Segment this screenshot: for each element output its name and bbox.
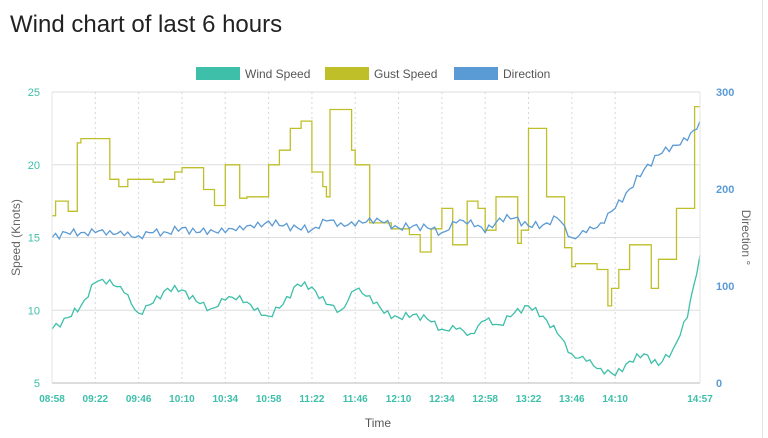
y-tick-label-left: 25 xyxy=(28,87,40,99)
y-axis-title-right: Direction ° xyxy=(739,210,753,266)
x-tick-label: 12:34 xyxy=(429,394,455,405)
x-tick-label: 09:46 xyxy=(126,394,152,405)
legend-item-direction: Direction xyxy=(503,67,550,81)
legend-swatch xyxy=(196,67,240,80)
y-tick-label-right: 200 xyxy=(716,184,734,196)
x-tick-label: 12:58 xyxy=(472,394,498,405)
x-tick-label: 09:22 xyxy=(83,394,109,405)
legend-swatch xyxy=(325,67,369,80)
y-tick-label-right: 100 xyxy=(716,281,734,293)
x-tick-label: 11:46 xyxy=(343,394,368,405)
x-tick-label: 08:58 xyxy=(39,394,65,405)
y-axis-title-left: Speed (Knots) xyxy=(9,199,23,276)
page-title: Wind chart of last 6 hours xyxy=(10,11,283,38)
chart-series-lines xyxy=(51,105,701,377)
legend-item-wind-speed: Wind Speed xyxy=(245,67,310,81)
chart-legend: Wind Speed Gust Speed Direction xyxy=(196,67,550,81)
x-tick-label: 11:22 xyxy=(299,394,324,405)
y-tick-label-left: 15 xyxy=(28,233,40,245)
chart-axes: 25 20 15 10 5 300 200 100 0 08:58 09:22 09:46 10:10 1… xyxy=(9,87,753,430)
x-tick-label: 10:34 xyxy=(212,394,238,405)
y-tick-label-right: 0 xyxy=(716,378,722,390)
x-tick-label: 10:58 xyxy=(256,394,282,405)
x-tick-label: 14:57 xyxy=(687,394,713,405)
x-tick-label: 10:10 xyxy=(169,394,195,405)
x-tick-label: 13:22 xyxy=(516,394,542,405)
y-tick-label-left: 20 xyxy=(28,160,40,172)
y-tick-label-right: 300 xyxy=(716,87,734,99)
panel-border xyxy=(762,0,763,438)
x-tick-label: 12:10 xyxy=(386,394,412,405)
wind-speed-line xyxy=(51,254,701,377)
chart-gridlines xyxy=(51,91,701,384)
legend-item-gust-speed: Gust Speed xyxy=(374,67,437,81)
y-tick-label-left: 5 xyxy=(34,378,40,390)
x-tick-label: 14:10 xyxy=(602,394,628,405)
gust-speed-line xyxy=(52,105,700,307)
y-tick-label-left: 10 xyxy=(28,305,40,317)
x-tick-label: 13:46 xyxy=(559,394,585,405)
direction-line xyxy=(51,120,701,241)
x-axis-title: Time xyxy=(365,416,392,430)
legend-swatch xyxy=(454,67,498,80)
